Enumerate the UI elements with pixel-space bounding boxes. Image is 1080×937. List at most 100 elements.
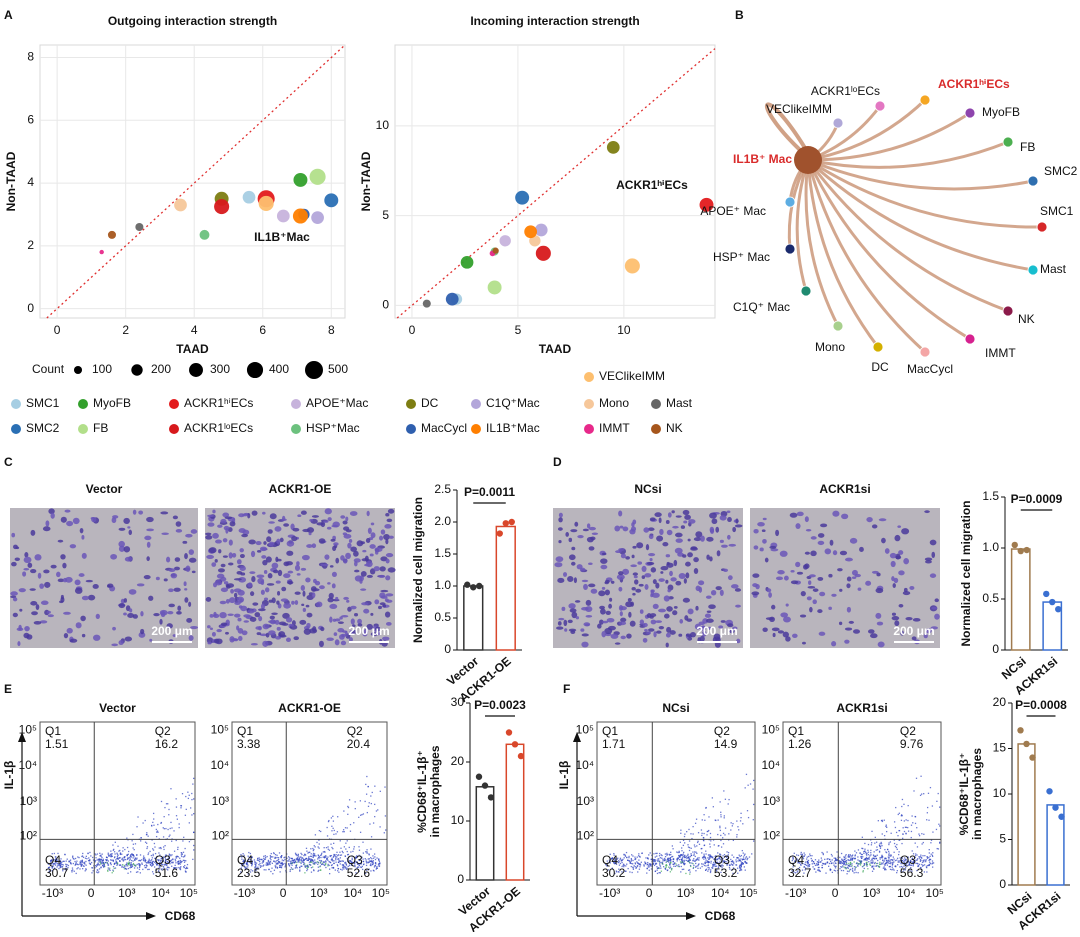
event	[712, 856, 714, 858]
cell	[35, 604, 40, 610]
cell	[57, 539, 64, 543]
event	[828, 862, 831, 865]
event	[285, 864, 287, 866]
cell	[314, 580, 321, 586]
event	[712, 863, 714, 865]
event	[904, 826, 907, 828]
cell	[285, 617, 293, 623]
cell	[556, 626, 564, 630]
cell	[352, 624, 356, 628]
event	[606, 865, 608, 867]
cell	[631, 554, 635, 559]
cell	[346, 599, 350, 603]
event	[157, 823, 159, 826]
event	[799, 861, 801, 863]
quadrant-value: 53.2	[714, 866, 738, 880]
event	[892, 863, 894, 865]
plot-area	[394, 44, 716, 319]
event	[851, 858, 854, 860]
event	[249, 871, 252, 873]
event	[622, 858, 624, 861]
cell	[804, 516, 809, 523]
event	[158, 847, 160, 849]
event	[746, 810, 749, 812]
quadrant-name: Q2	[714, 724, 730, 738]
event	[730, 858, 732, 861]
event	[89, 851, 91, 854]
cell	[658, 608, 667, 613]
node-label: SMC1	[1040, 204, 1074, 218]
cell	[81, 535, 85, 540]
event	[667, 858, 669, 861]
cell	[660, 571, 664, 574]
event	[294, 860, 297, 862]
event	[633, 865, 635, 867]
p-value: P=0.0011	[464, 485, 515, 499]
event	[170, 859, 173, 861]
event	[681, 859, 683, 862]
event	[705, 806, 707, 809]
event	[148, 861, 150, 863]
cell	[87, 594, 96, 601]
event	[126, 858, 129, 860]
cell	[632, 572, 638, 576]
cell	[627, 597, 632, 602]
event	[604, 863, 607, 866]
event	[181, 855, 183, 858]
event	[103, 863, 105, 865]
event	[834, 867, 837, 869]
cell	[707, 626, 713, 630]
node-label: APOE⁺ Mac	[700, 204, 766, 218]
event	[351, 861, 353, 864]
event	[802, 856, 804, 858]
event	[364, 857, 366, 860]
event	[863, 867, 865, 870]
event	[176, 855, 178, 858]
event	[634, 862, 636, 864]
cell	[27, 562, 33, 568]
event	[98, 859, 100, 861]
event	[129, 858, 132, 860]
edge	[807, 158, 1034, 191]
y-tick-label: 1.0	[982, 540, 999, 554]
event	[880, 856, 883, 859]
event	[264, 856, 267, 859]
cell	[326, 637, 334, 641]
event	[332, 827, 334, 829]
event	[645, 857, 647, 859]
cell	[379, 535, 384, 541]
cell	[581, 633, 589, 637]
event	[263, 864, 265, 866]
event	[58, 864, 60, 866]
legend-label: VEClikeIMM	[599, 369, 665, 383]
event	[926, 866, 928, 869]
cell	[558, 539, 562, 544]
cell	[723, 568, 729, 573]
event	[144, 866, 146, 869]
event	[870, 842, 873, 844]
event	[923, 859, 925, 861]
data-point	[445, 292, 459, 306]
event	[141, 863, 143, 865]
cell	[570, 630, 576, 635]
event	[296, 864, 298, 866]
event	[646, 864, 648, 866]
event	[107, 869, 109, 871]
event	[311, 859, 313, 861]
event	[171, 865, 173, 867]
event	[884, 858, 886, 860]
cell	[366, 574, 373, 578]
event	[134, 843, 137, 845]
event	[869, 864, 872, 866]
event	[658, 860, 661, 862]
event	[303, 862, 305, 864]
event	[178, 862, 181, 864]
cell	[309, 519, 314, 522]
event	[134, 864, 136, 867]
size-legend: Count 100 200 300 400 500	[32, 361, 348, 379]
event	[325, 856, 327, 858]
event	[359, 863, 362, 865]
event	[58, 863, 60, 865]
event	[648, 854, 650, 856]
